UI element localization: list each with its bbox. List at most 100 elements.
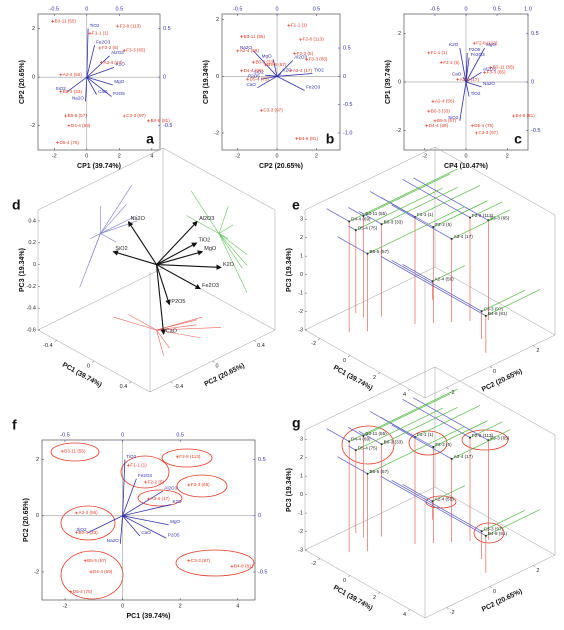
z-tick-label: 0.4 — [28, 218, 36, 224]
left-wall-projection — [100, 215, 138, 234]
sample-label: F1-1 (1) — [431, 50, 448, 55]
y-tick-label: -2 — [34, 569, 39, 575]
sample-label: F1-1 (1) — [417, 432, 434, 437]
sample-label: B0-3 (33) — [63, 89, 83, 94]
loading-label: SiO2 — [115, 246, 127, 252]
sample-point — [59, 90, 63, 94]
sample-label: C3-3 (97) — [126, 113, 146, 118]
loading-vector — [156, 220, 198, 265]
sample-point — [175, 455, 179, 459]
wall-line — [363, 173, 451, 217]
sample-label: A3-4 (17) — [151, 496, 171, 501]
right-wall-projection — [186, 215, 220, 234]
y-tick-label: -2 — [214, 130, 219, 136]
wall-line — [380, 256, 487, 317]
wall-line — [363, 393, 451, 437]
loading-vector — [112, 250, 157, 266]
sample-label: F2-8 (113) — [472, 433, 494, 438]
loading-vector — [85, 77, 88, 102]
box-edge — [434, 146, 556, 216]
x2-tick-label: 0 — [85, 6, 88, 12]
plot-frame — [41, 439, 256, 601]
loading-vector — [86, 44, 95, 78]
wall-line — [348, 225, 357, 231]
y-tick-label: 0 — [36, 513, 39, 519]
x2-tick-label: 0.5 — [493, 6, 501, 12]
sample-point — [484, 534, 487, 537]
loading-vector — [261, 75, 278, 80]
loading-vector — [86, 67, 115, 78]
box-edge — [434, 486, 556, 556]
loading-label: MgO — [262, 54, 272, 59]
wall-line — [451, 437, 496, 460]
z-tick-label: 0.2 — [28, 240, 36, 246]
sample-point — [259, 108, 263, 112]
sample-label: A2-4 (56) — [63, 72, 83, 77]
sample-point — [240, 69, 244, 73]
group-ellipse — [473, 522, 505, 544]
wall-line — [367, 206, 466, 255]
loading-vector — [156, 264, 201, 290]
wall-line — [348, 207, 364, 217]
loading-vector — [86, 28, 89, 78]
sample-point — [99, 61, 103, 65]
x-axis-label: PC1 (39.74%) — [127, 613, 171, 620]
sample-label: F2-2 (5) — [102, 45, 119, 50]
sample-point — [289, 69, 293, 73]
wall-line — [358, 211, 382, 225]
loading-vector — [86, 76, 113, 86]
z-tick-label: -0.6 — [27, 327, 36, 333]
loading-vector — [465, 81, 470, 97]
loading-vector — [462, 76, 467, 83]
sample-label: F1-1 (1) — [130, 462, 147, 467]
loading-vector — [122, 504, 172, 517]
loading-label: Fe2O3 — [306, 85, 320, 90]
loading-label: MgO — [204, 246, 217, 252]
y-axis-label: PC2 (20.65%) — [23, 498, 30, 542]
x-tick — [317, 558, 321, 561]
sample-label: B3-11 (55) — [244, 34, 266, 39]
plot-frame — [221, 13, 341, 151]
sample-label: B5-5 (57) — [267, 62, 287, 67]
x-tick-label: 0 — [464, 153, 467, 159]
wall-line — [414, 405, 481, 438]
z-axis-label: PC3 (19.34%) — [286, 248, 293, 292]
x-tick-label: -2 — [235, 153, 240, 159]
loading-label: K2O — [223, 262, 235, 268]
y2-tick-label: 0.5 — [258, 457, 266, 463]
z-tick-label: -2 — [298, 309, 303, 315]
box-edge — [304, 366, 436, 431]
x-tick — [377, 592, 381, 595]
group-ellipse — [175, 549, 255, 577]
sample-point — [425, 124, 429, 128]
sample-label: C3-3 (97) — [191, 558, 211, 563]
x-tick-label: 0 — [87, 363, 90, 369]
box-edge — [162, 147, 276, 211]
sample-point — [348, 440, 351, 443]
loading-label: MgO — [170, 519, 180, 524]
sample-point — [187, 483, 191, 487]
sample-label: D5-4 (75) — [358, 445, 378, 450]
loading-vector — [265, 74, 278, 77]
loading-label: P2O5 — [168, 532, 180, 537]
wall-line — [326, 208, 350, 222]
z-tick-label: 0 — [300, 272, 303, 278]
sample-point — [354, 229, 357, 232]
sample-point — [362, 434, 365, 437]
floor-projection — [156, 329, 170, 349]
z-tick-label: 2 — [300, 455, 303, 461]
sample-label: F2-8 (113) — [120, 23, 142, 28]
loading-label: K2O — [283, 68, 293, 73]
sample-point — [366, 252, 369, 255]
wall-line — [349, 388, 458, 442]
loading-label: Na2O — [72, 96, 84, 101]
wall-line — [391, 424, 452, 460]
sample-label: B5-5 (57) — [437, 118, 457, 123]
floor-projection — [113, 316, 157, 331]
loading-label: Al2O3 — [164, 485, 177, 490]
wall-line — [432, 265, 466, 282]
sample-point — [450, 237, 453, 240]
wall-line — [367, 426, 466, 475]
sample-point — [484, 314, 487, 317]
